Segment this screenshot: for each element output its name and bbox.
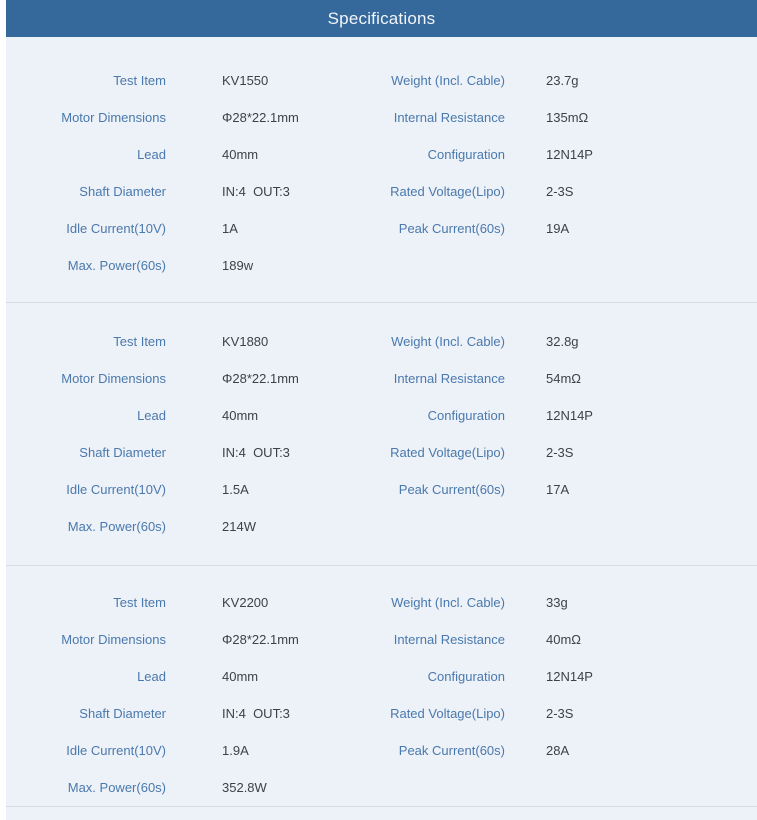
spec-row: Max. Power(60s) 352.8W (6, 769, 757, 806)
spec-label: Weight (Incl. Cable) (391, 72, 505, 88)
next-section-stub (6, 807, 757, 820)
spec-row: Test Item KV2200 Weight (Incl. Cable) 33… (6, 584, 757, 621)
spec-label: Max. Power(60s) (67, 779, 166, 795)
spec-label: Weight (Incl. Cable) (391, 594, 505, 610)
spec-value: 1.5A (222, 481, 249, 497)
spec-label: Internal Resistance (393, 631, 505, 647)
spec-row: Lead 40mm Configuration 12N14P (6, 397, 757, 434)
spec-label: Motor Dimensions (61, 109, 166, 125)
spec-value: 12N14P (546, 407, 593, 423)
spec-label: Idle Current(10V) (66, 742, 166, 758)
spec-label: Shaft Diameter (79, 444, 166, 460)
spec-row: Test Item KV1550 Weight (Incl. Cable) 23… (6, 62, 757, 99)
spec-row: Shaft Diameter IN:4 OUT:3 Rated Voltage(… (6, 434, 757, 471)
page-title: Specifications (327, 8, 436, 28)
spec-label: Peak Current(60s) (398, 220, 505, 236)
spec-value: 28A (546, 742, 570, 758)
spec-row: Idle Current(10V) 1.9A Peak Current(60s)… (6, 732, 757, 769)
spec-label: Idle Current(10V) (66, 220, 166, 236)
spec-label: Weight (Incl. Cable) (391, 333, 505, 349)
spec-label: Rated Voltage(Lipo) (390, 705, 505, 721)
spec-value: 1A (222, 220, 238, 236)
section-divider (6, 302, 757, 303)
spec-value: 135mΩ (546, 109, 589, 125)
spec-row: Idle Current(10V) 1.5A Peak Current(60s)… (6, 471, 757, 508)
spec-label: Lead (137, 407, 166, 423)
spec-label: Internal Resistance (393, 370, 505, 386)
spec-label: Peak Current(60s) (398, 742, 505, 758)
spec-label: Shaft Diameter (79, 183, 166, 199)
spec-label: Test Item (113, 594, 166, 610)
spec-value: 33g (546, 594, 568, 610)
spec-value: 54mΩ (546, 370, 582, 386)
spec-value: IN:4 OUT:3 (222, 183, 290, 199)
spec-value: IN:4 OUT:3 (222, 705, 290, 721)
spec-row: Shaft Diameter IN:4 OUT:3 Rated Voltage(… (6, 173, 757, 210)
spec-label: Max. Power(60s) (67, 257, 166, 273)
spec-value: 40mm (222, 407, 259, 423)
spec-value: 12N14P (546, 668, 593, 684)
spec-row: Lead 40mm Configuration 12N14P (6, 658, 757, 695)
spec-row: Motor Dimensions Φ28*22.1mm Internal Res… (6, 621, 757, 658)
spec-label: Configuration (427, 668, 505, 684)
spec-section-kv1550: Test Item KV1550 Weight (Incl. Cable) 23… (6, 37, 757, 302)
spec-label: Internal Resistance (393, 109, 505, 125)
spec-value: 12N14P (546, 146, 593, 162)
section-divider (6, 806, 757, 807)
spec-row: Idle Current(10V) 1A Peak Current(60s) 1… (6, 210, 757, 247)
spec-value: 19A (546, 220, 570, 236)
spec-row: Lead 40mm Configuration 12N14P (6, 136, 757, 173)
spec-label: Configuration (427, 407, 505, 423)
spec-value: 189w (222, 257, 254, 273)
spec-value: Φ28*22.1mm (222, 631, 299, 647)
spec-label: Rated Voltage(Lipo) (390, 444, 505, 460)
specifications-header: Specifications (6, 0, 757, 37)
spec-value: KV1880 (222, 333, 269, 349)
spec-value: 352.8W (222, 779, 267, 795)
spec-label: Configuration (427, 146, 505, 162)
spec-value: 17A (546, 481, 570, 497)
spec-value: 40mΩ (546, 631, 582, 647)
spec-label: Lead (137, 668, 166, 684)
spec-label: Motor Dimensions (61, 370, 166, 386)
spec-label: Shaft Diameter (79, 705, 166, 721)
spec-label: Test Item (113, 72, 166, 88)
spec-value: KV2200 (222, 594, 269, 610)
spec-label: Rated Voltage(Lipo) (390, 183, 505, 199)
spec-value: 40mm (222, 668, 259, 684)
specifications-panel: Specifications Test Item KV1550 Weight (… (6, 0, 757, 820)
spec-value: Φ28*22.1mm (222, 109, 299, 125)
section-divider (6, 565, 757, 566)
spec-section-kv1880: Test Item KV1880 Weight (Incl. Cable) 32… (6, 303, 757, 565)
spec-value: KV1550 (222, 72, 269, 88)
spec-label: Motor Dimensions (61, 631, 166, 647)
spec-label: Peak Current(60s) (398, 481, 505, 497)
spec-row: Shaft Diameter IN:4 OUT:3 Rated Voltage(… (6, 695, 757, 732)
spec-label: Idle Current(10V) (66, 481, 166, 497)
spec-value: 2-3S (546, 444, 574, 460)
spec-value: 2-3S (546, 183, 574, 199)
spec-row: Max. Power(60s) 214W (6, 508, 757, 545)
spec-label: Test Item (113, 333, 166, 349)
spec-value: 214W (222, 518, 256, 534)
spec-row: Test Item KV1880 Weight (Incl. Cable) 32… (6, 323, 757, 360)
spec-value: 1.9A (222, 742, 249, 758)
spec-value: 40mm (222, 146, 259, 162)
spec-row: Motor Dimensions Φ28*22.1mm Internal Res… (6, 360, 757, 397)
spec-value: 23.7g (546, 72, 579, 88)
spec-label: Max. Power(60s) (67, 518, 166, 534)
spec-value: 32.8g (546, 333, 579, 349)
spec-row: Max. Power(60s) 189w (6, 247, 757, 284)
spec-value: 2-3S (546, 705, 574, 721)
spec-value: Φ28*22.1mm (222, 370, 299, 386)
spec-value: IN:4 OUT:3 (222, 444, 290, 460)
spec-label: Lead (137, 146, 166, 162)
spec-row: Motor Dimensions Φ28*22.1mm Internal Res… (6, 99, 757, 136)
spec-section-kv2200: Test Item KV2200 Weight (Incl. Cable) 33… (6, 566, 757, 806)
